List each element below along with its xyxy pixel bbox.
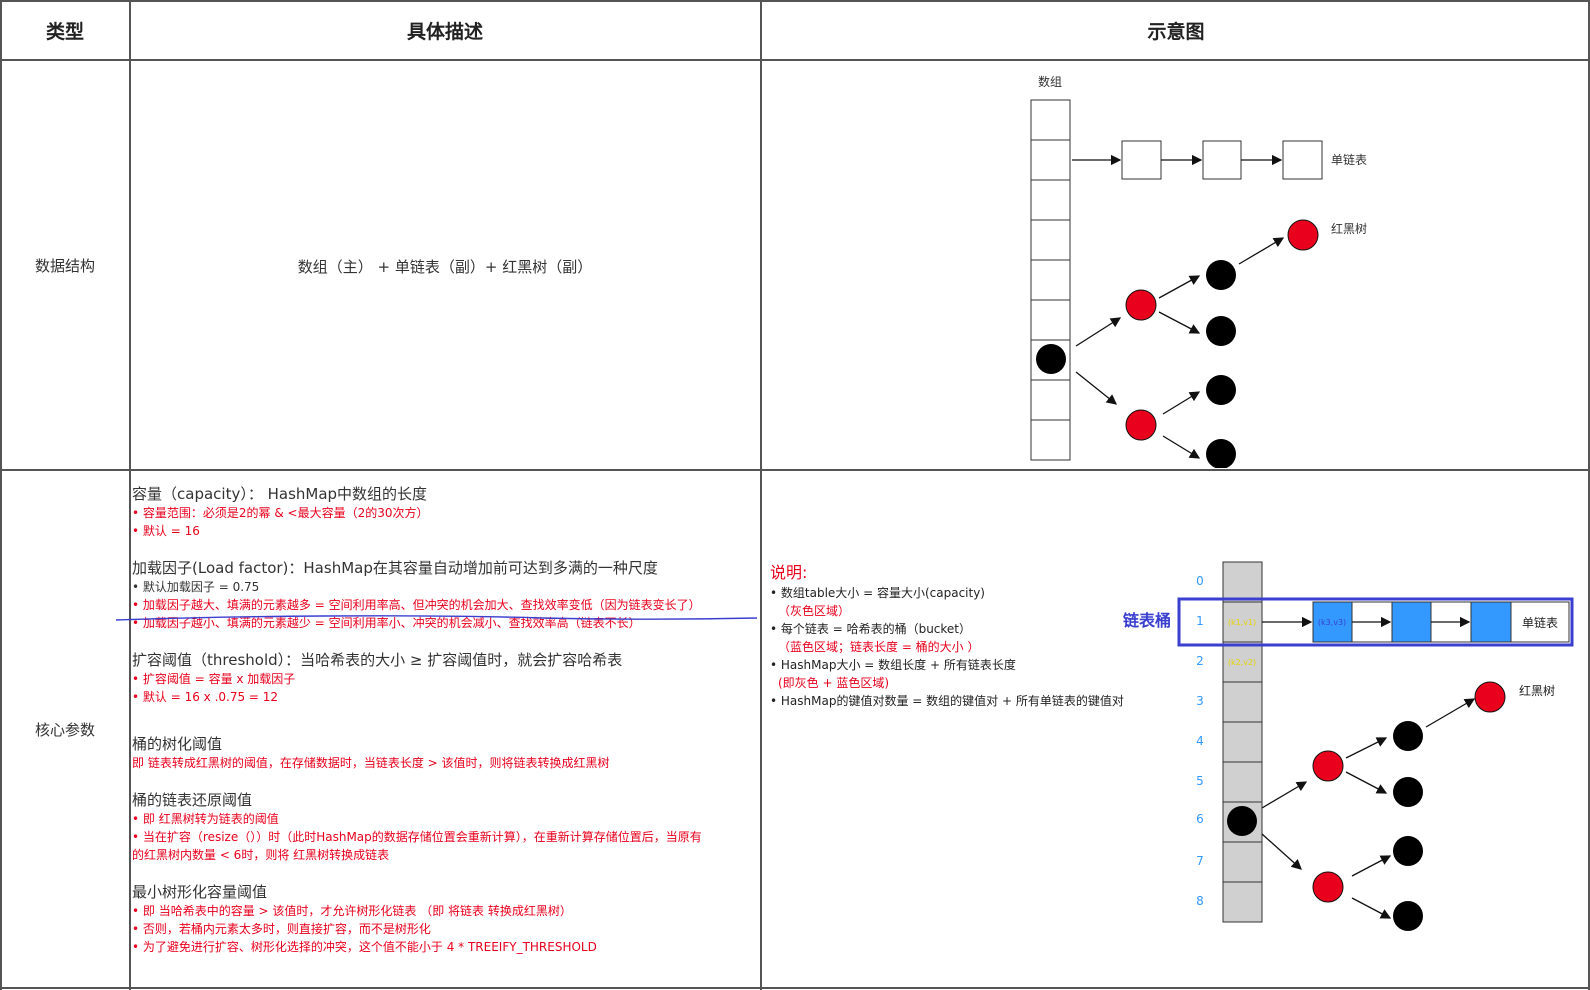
note-line: • HashMap大小 = 数组长度 + 所有链表长度 <box>770 658 1016 672</box>
threshold-item: • 默认 = 16 x .0.75 = 12 <box>132 690 279 704</box>
list-label: 单链表 <box>1522 615 1558 630</box>
min-treeify-title: 最小树形化容量阈值 <box>132 883 268 901</box>
hand-underline <box>115 615 758 621</box>
core-params-description: 容量（capacity）： HashMap中数组的长度 • 容量范围：必须是2的… <box>132 484 760 956</box>
table-border-bottom <box>0 987 1590 989</box>
black-node <box>1206 375 1236 405</box>
threshold-item: • 扩容阈值 = 容量 x 加载因子 <box>132 672 296 686</box>
black-node <box>1206 439 1236 468</box>
red-node <box>1474 681 1506 713</box>
note-line: (即灰色 + 蓝色区域) <box>778 676 890 690</box>
capacity-title: 容量（capacity）： HashMap中数组的长度 <box>132 485 428 503</box>
note-title: 说明: <box>770 563 808 582</box>
black-node <box>1393 836 1423 866</box>
treeify-title: 桶的树化阈值 <box>132 735 223 753</box>
black-node <box>1036 344 1066 374</box>
table-border-top <box>0 0 1590 2</box>
bucket-label: 链表桶 <box>1123 611 1171 630</box>
untreeify-title: 桶的链表还原阈值 <box>132 791 253 809</box>
array-label: 数组 <box>1038 74 1062 89</box>
explanation-note: 说明: • 数组table大小 = 容量大小(capacity) （灰色区域） … <box>770 562 1150 710</box>
untreeify-item: 的红黑树内数量 < 6时，则将 红黑树转换成链表 <box>132 848 390 862</box>
row-divider <box>0 469 1590 471</box>
table-border-left <box>0 0 2 990</box>
load-factor-default: • 默认加载因子 = 0.75 <box>132 580 260 594</box>
tree-edges <box>1075 237 1285 459</box>
array-cells <box>1030 99 1071 461</box>
list-label: 单链表 <box>1331 152 1367 167</box>
row-label-core-params: 核心参数 <box>34 720 95 739</box>
row-label-data-structure: 数据结构 <box>34 256 95 275</box>
red-node <box>1125 409 1157 441</box>
table-border-right <box>1588 0 1590 990</box>
index-label: 5 <box>1196 774 1204 788</box>
bucket-highlight <box>1177 597 1574 647</box>
kv-label: (k2,v2) <box>1228 658 1256 667</box>
note-line: （灰色区域） <box>778 604 851 618</box>
untreeify-item: • 当在扩容（resize（））时（此时HashMap的数据存储位置会重新计算）… <box>132 830 702 844</box>
kv-label: (k1,v1) <box>1228 618 1256 627</box>
index-label: 4 <box>1196 734 1204 748</box>
bucket-indices: 0 1 2 3 4 5 6 7 8 <box>1196 574 1204 908</box>
bucket-array <box>1222 561 1263 923</box>
capacity-item: • 容量范围：必须是2的幂 & <最大容量（2的30次方） <box>132 506 429 520</box>
hashmap-diagram: 0 1 2 3 4 5 6 7 8 (k1,v1) (k2,v2) (k3,v3… <box>1123 561 1574 931</box>
load-factor-item: • 加载因子越小、填满的元素越少 = 空间利用率小、冲突的机会减小、查找效率高（… <box>132 616 641 630</box>
header-description: 具体描述 <box>406 20 483 43</box>
linked-list-nodes <box>1121 140 1323 180</box>
header-divider <box>0 59 1590 61</box>
index-label: 7 <box>1196 854 1204 868</box>
col-divider-2 <box>760 0 762 990</box>
untreeify-item: • 即 红黑树转为链表的阈值 <box>132 812 279 826</box>
black-node <box>1206 316 1236 346</box>
min-treeify-item: • 为了避免进行扩容、树形化选择的冲突，这个值不能小于 4 * TREEIFY_… <box>132 940 597 954</box>
min-treeify-item: • 即 当哈希表中的容量 > 该值时，才允许树形化链表 （即 将链表 转换成红黑… <box>132 904 572 918</box>
index-label: 2 <box>1196 654 1204 668</box>
red-node <box>1312 750 1344 782</box>
tree-label: 红黑树 <box>1331 221 1367 236</box>
index-label: 6 <box>1196 812 1204 826</box>
red-node <box>1312 871 1344 903</box>
black-node <box>1227 806 1257 836</box>
tree-label: 红黑树 <box>1519 683 1555 698</box>
header-type: 类型 <box>45 20 84 43</box>
black-node <box>1206 260 1236 290</box>
red-node <box>1287 219 1319 251</box>
treeify-description: 即 链表转成红黑树的阈值，在存储数据时，当链表长度 > 该值时，则将链表转换成红… <box>132 756 610 770</box>
note-line: • HashMap的键值对数量 = 数组的键值对 + 所有单链表的键值对 <box>770 694 1124 708</box>
note-line: • 数组table大小 = 容量大小(capacity) <box>770 586 985 600</box>
red-node <box>1125 289 1157 321</box>
index-label: 3 <box>1196 694 1204 708</box>
black-node <box>1393 901 1423 931</box>
capacity-item: • 默认 = 16 <box>132 524 200 538</box>
tree-edges <box>1261 698 1476 919</box>
index-label: 0 <box>1196 574 1204 588</box>
data-structure-description: 数组（主） + 单链表（副）+ 红黑树（副） <box>297 257 593 276</box>
col-divider-1 <box>129 0 131 990</box>
header-diagram: 示意图 <box>1147 20 1205 43</box>
load-factor-item: • 加载因子越大、填满的元素越多 = 空间利用率高、但冲突的机会加大、查找效率变… <box>132 598 701 612</box>
data-structure-diagram: 数组 单链表 红黑树 <box>1030 74 1367 468</box>
threshold-title: 扩容阈值（threshold）：当哈希表的大小 ≥ 扩容阈值时，就会扩容哈希表 <box>132 651 623 669</box>
min-treeify-item: • 否则，若桶内元素太多时，则直接扩容，而不是树形化 <box>132 922 431 936</box>
note-line: （蓝色区域；链表长度 = 桶的大小 ） <box>778 640 980 654</box>
load-factor-title: 加载因子(Load factor)：HashMap在其容量自动增加前可达到多满的… <box>132 559 658 577</box>
black-node <box>1393 721 1423 751</box>
index-label: 8 <box>1196 894 1204 908</box>
index-label: 1 <box>1196 614 1204 628</box>
note-line: • 每个链表 = 哈希表的桶（bucket） <box>770 622 972 636</box>
black-node <box>1393 777 1423 807</box>
kv-label: (k3,v3) <box>1318 618 1346 627</box>
